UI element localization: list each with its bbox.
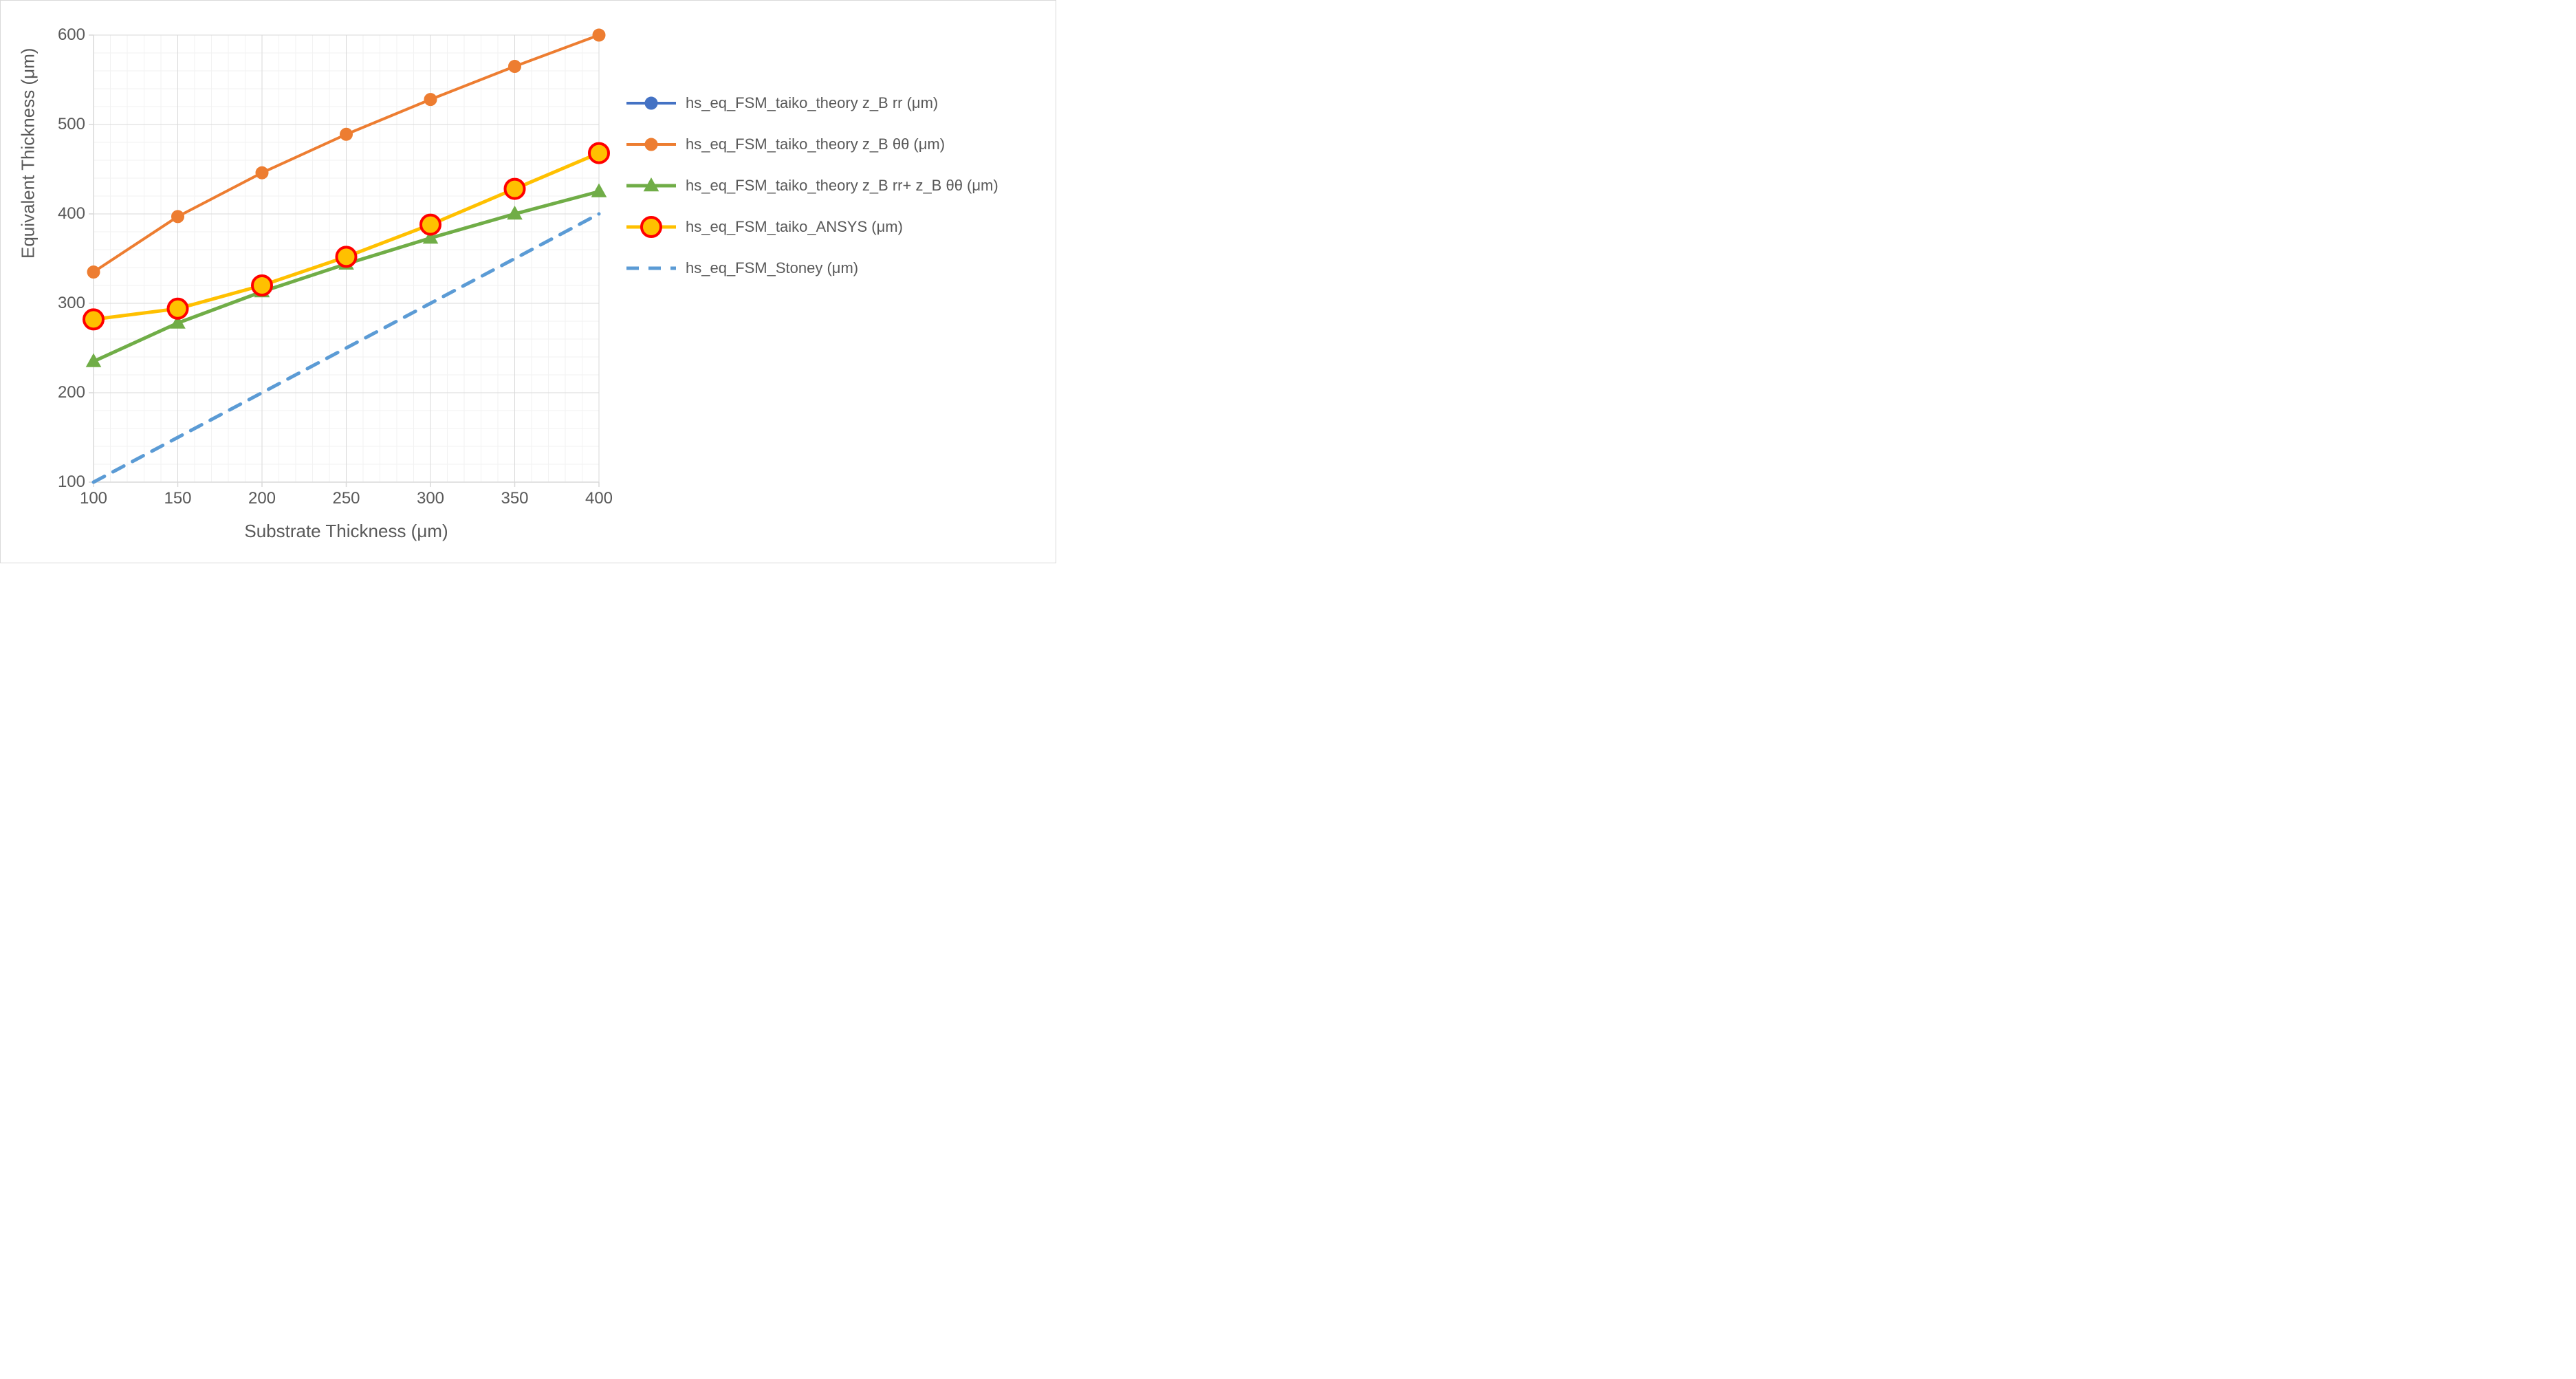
y-axis-title: Equivalent Thickness (μm) bbox=[18, 48, 39, 259]
legend-item: hs_eq_FSM_taiko_theory z_B θθ (μm) bbox=[626, 135, 1032, 154]
legend-label: hs_eq_FSM_taiko_theory z_B rr+ z_B θθ (μ… bbox=[686, 176, 998, 195]
x-tick-label: 150 bbox=[164, 489, 191, 508]
x-axis-title: Substrate Thickness (μm) bbox=[94, 521, 599, 542]
y-tick-label: 300 bbox=[44, 294, 85, 313]
legend-swatch bbox=[626, 176, 676, 195]
legend-label: hs_eq_FSM_Stoney (μm) bbox=[686, 259, 858, 278]
legend-item: hs_eq_FSM_Stoney (μm) bbox=[626, 259, 1032, 278]
x-tick-label: 100 bbox=[80, 489, 107, 508]
legend-swatch bbox=[626, 135, 676, 154]
legend-swatch bbox=[626, 217, 676, 237]
legend-item: hs_eq_FSM_taiko_theory z_B rr (μm) bbox=[626, 94, 1032, 113]
x-tick-label: 400 bbox=[585, 489, 613, 508]
legend-label: hs_eq_FSM_taiko_theory z_B θθ (μm) bbox=[686, 135, 945, 154]
y-tick-label: 600 bbox=[44, 25, 85, 45]
legend-swatch bbox=[626, 259, 676, 278]
legend-item: hs_eq_FSM_taiko_theory z_B rr+ z_B θθ (μ… bbox=[626, 176, 1032, 195]
x-tick-label: 300 bbox=[417, 489, 444, 508]
legend-label: hs_eq_FSM_taiko_theory z_B rr (μm) bbox=[686, 94, 938, 113]
legend-item: hs_eq_FSM_taiko_ANSYS (μm) bbox=[626, 217, 1032, 237]
chart-container: Equivalent Thickness (μm) Substrate Thic… bbox=[0, 0, 1056, 563]
x-tick-label: 350 bbox=[501, 489, 528, 508]
x-tick-label: 250 bbox=[332, 489, 360, 508]
legend-swatch bbox=[626, 94, 676, 113]
x-tick-label: 200 bbox=[248, 489, 276, 508]
legend: hs_eq_FSM_taiko_theory z_B rr (μm) hs_eq_… bbox=[626, 94, 1032, 300]
y-tick-label: 500 bbox=[44, 115, 85, 134]
plot-svg bbox=[94, 35, 599, 482]
plot-area: 100200300400500600 100150200250300350400 bbox=[94, 35, 599, 482]
legend-label: hs_eq_FSM_taiko_ANSYS (μm) bbox=[686, 217, 903, 237]
y-tick-label: 200 bbox=[44, 383, 85, 402]
y-tick-label: 400 bbox=[44, 204, 85, 224]
chart-inner: Equivalent Thickness (μm) Substrate Thic… bbox=[11, 11, 1045, 552]
